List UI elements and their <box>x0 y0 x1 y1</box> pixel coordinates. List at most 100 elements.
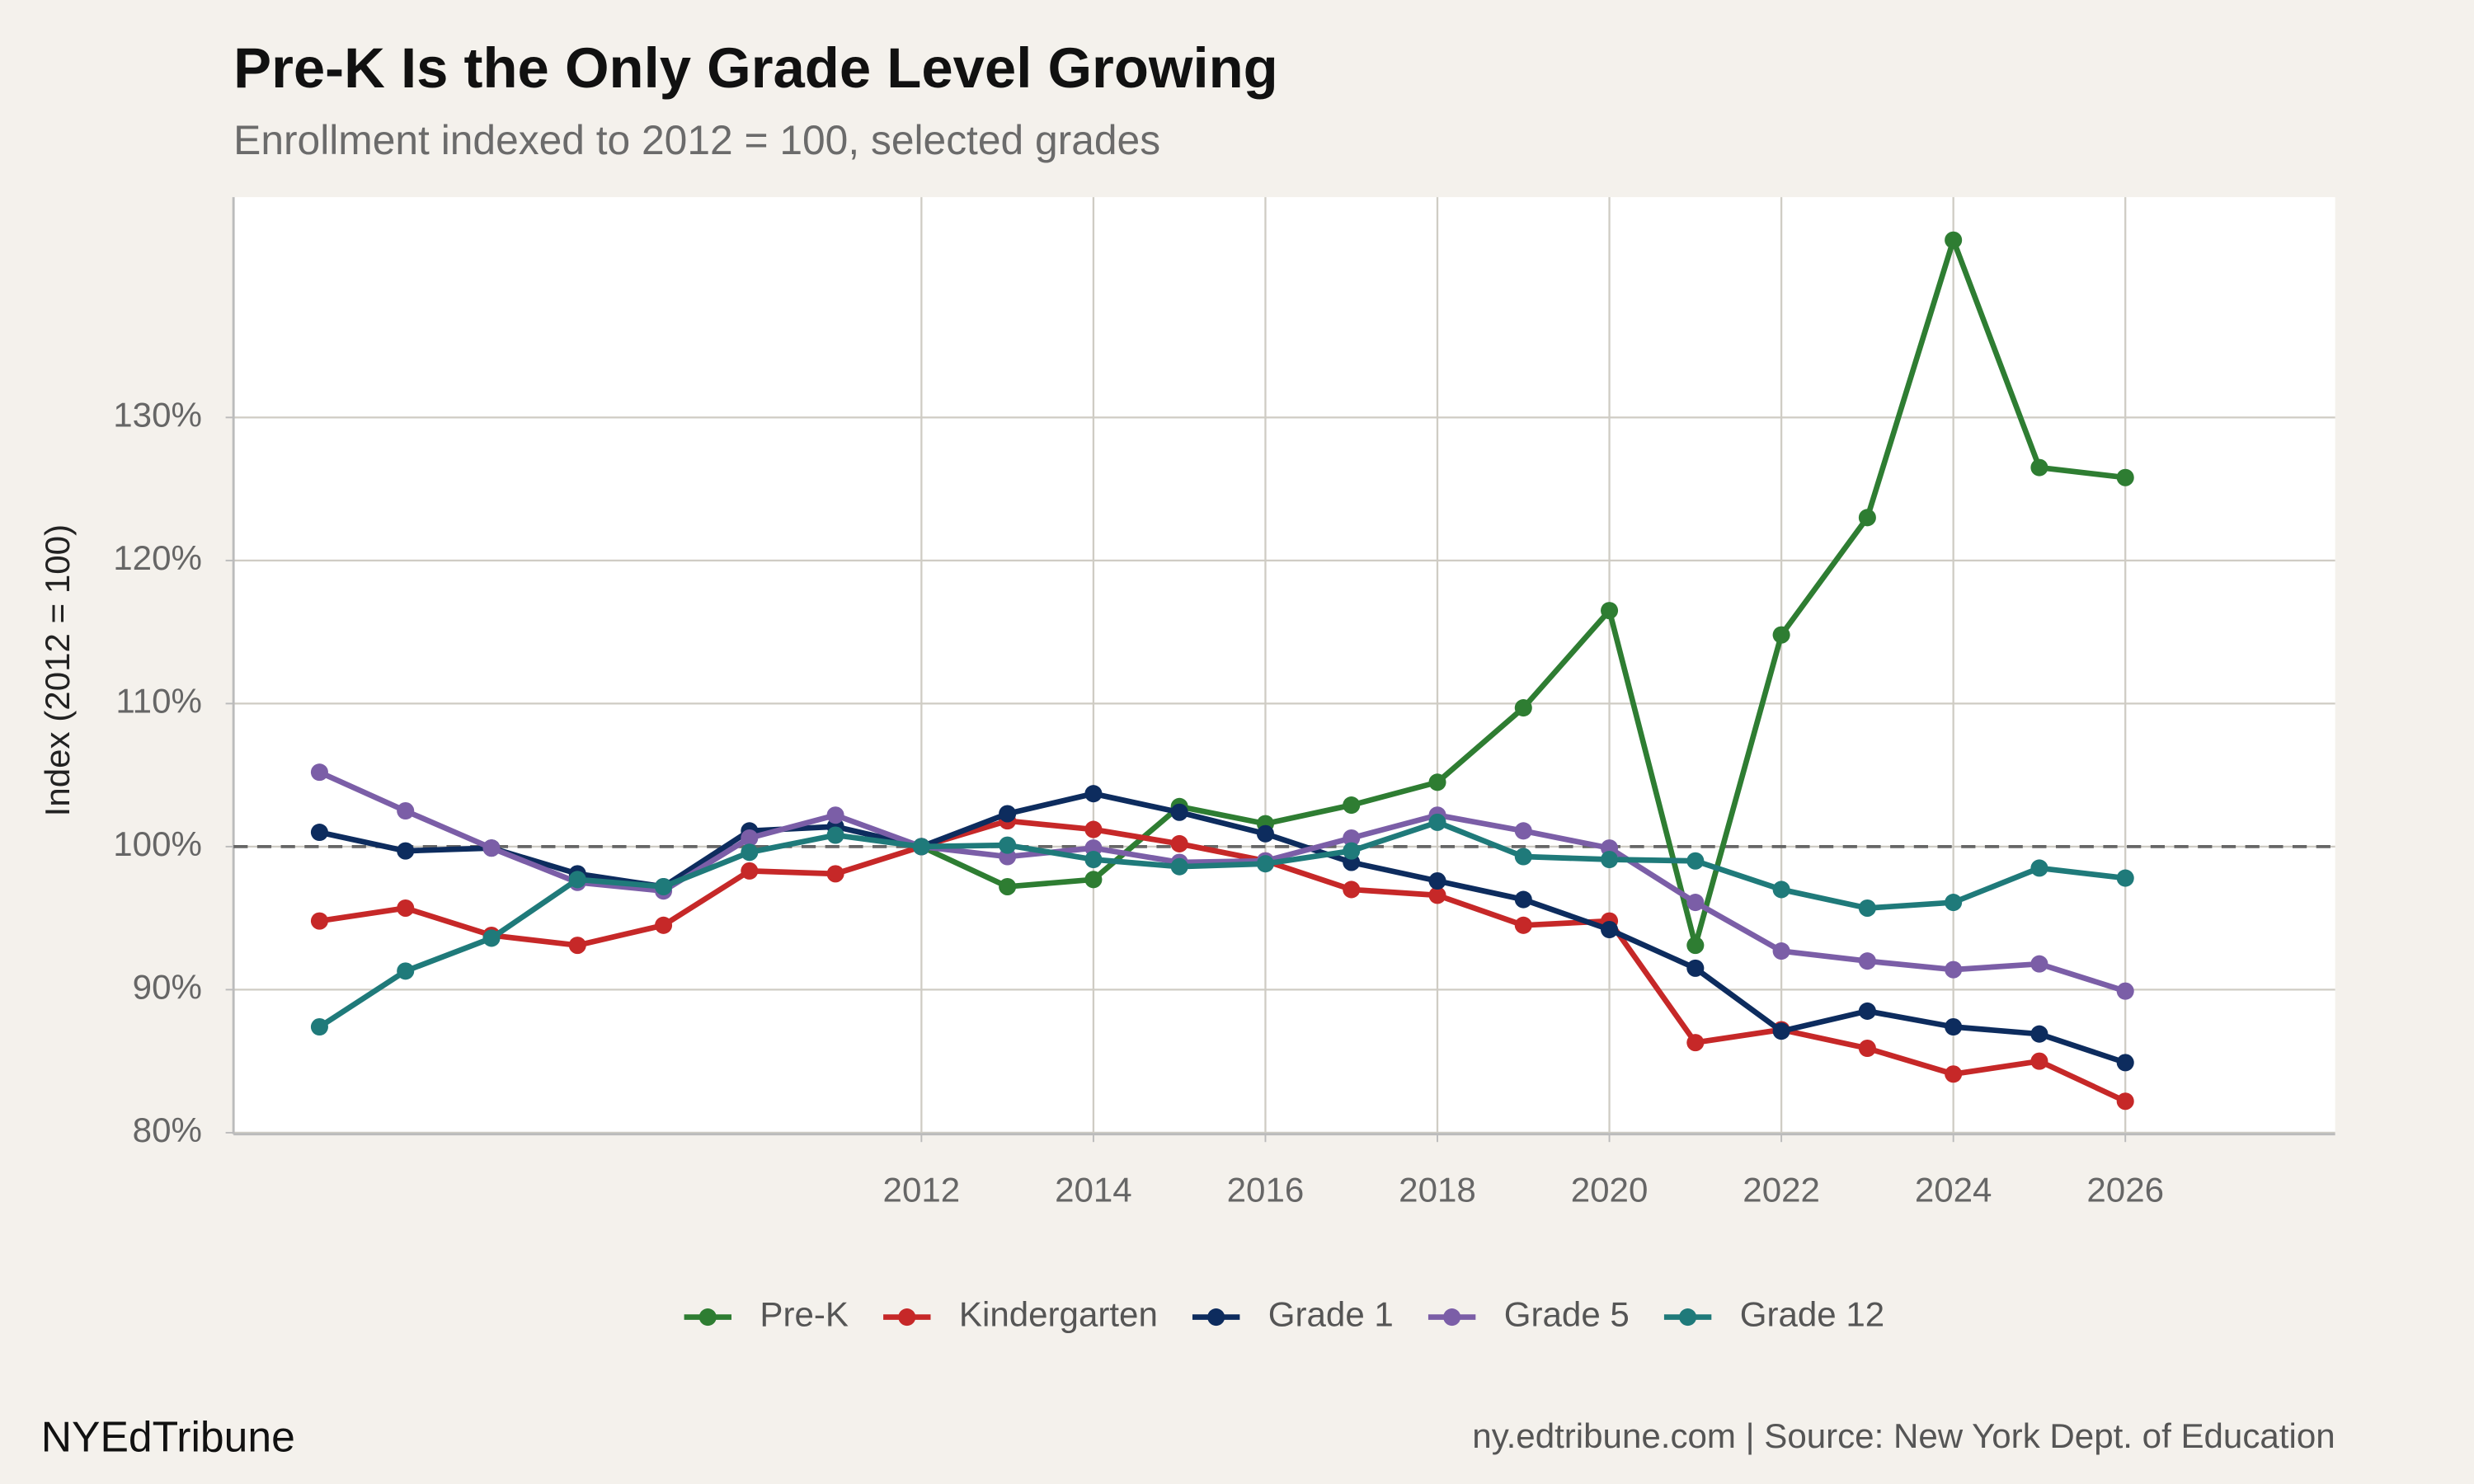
data-point <box>482 929 501 947</box>
data-point <box>568 937 586 955</box>
data-point <box>741 843 759 862</box>
legend-item: Grade 12 <box>1663 1295 1884 1334</box>
data-point <box>310 824 328 842</box>
series-line <box>318 769 2127 994</box>
data-point <box>1343 881 1361 899</box>
data-point <box>2116 468 2134 486</box>
y-tick-label: 80% <box>133 1111 202 1149</box>
data-point <box>2030 1052 2048 1070</box>
x-tick-label: 2018 <box>1399 1171 1476 1209</box>
legend-label: Pre-K <box>760 1295 849 1334</box>
data-point <box>655 916 673 934</box>
data-point <box>1514 890 1532 909</box>
data-point <box>1945 231 1963 249</box>
series-line <box>318 818 2127 1104</box>
data-point <box>2030 859 2048 877</box>
data-point <box>2030 458 2048 477</box>
legend-item: Pre-K <box>684 1295 849 1334</box>
data-point <box>1343 842 1361 860</box>
legend-label: Grade 5 <box>1504 1295 1630 1334</box>
data-point <box>568 871 586 889</box>
data-point <box>1945 1017 1963 1036</box>
data-point <box>1428 813 1446 831</box>
data-point <box>1343 829 1361 847</box>
legend-label: Grade 12 <box>1740 1295 1884 1334</box>
legend-marker <box>1679 1308 1697 1327</box>
data-point <box>1686 959 1705 977</box>
data-point <box>655 877 673 895</box>
source: ny.edtribune.com | Source: New York Dept… <box>1472 1416 2335 1455</box>
brand: NYEdTribune <box>41 1412 295 1460</box>
data-point <box>1170 834 1188 852</box>
data-point <box>397 842 415 860</box>
x-tick-label: 2022 <box>1743 1171 1820 1209</box>
y-axis-label: Index (2012 = 100) <box>38 524 77 816</box>
data-point <box>1084 820 1103 838</box>
data-point <box>1084 850 1103 869</box>
data-point <box>1428 886 1446 904</box>
series-line <box>317 819 2126 1030</box>
data-point <box>1514 699 1532 717</box>
data-point <box>826 806 844 824</box>
data-point <box>397 962 415 980</box>
y-tick-label: 110% <box>115 682 202 721</box>
data-point <box>1858 899 1876 918</box>
legend-marker <box>698 1308 717 1327</box>
data-point <box>2030 955 2048 973</box>
data-point <box>741 829 759 847</box>
data-point <box>1772 942 1790 960</box>
data-point <box>999 805 1017 823</box>
data-point <box>1858 1002 1876 1020</box>
data-point <box>1256 824 1274 843</box>
data-point <box>397 899 415 918</box>
x-tick-label: 2016 <box>1227 1171 1305 1209</box>
data-point <box>826 826 844 844</box>
data-point <box>1858 952 1876 970</box>
marks <box>310 231 2134 1111</box>
data-point <box>1170 803 1188 821</box>
data-point <box>2116 869 2134 887</box>
grid: 80% 90% 100% 110% 120% 130% 2012 2014 2016 2018 20… <box>113 197 2335 1209</box>
x-tick-label: 2026 <box>2086 1171 2164 1209</box>
data-point <box>482 839 501 857</box>
x-tick-label: 2020 <box>1571 1171 1649 1209</box>
data-point <box>1686 1034 1705 1052</box>
x-tick-label: 2014 <box>1055 1171 1132 1209</box>
data-point <box>1686 937 1705 955</box>
data-point <box>310 912 328 930</box>
data-point <box>2116 1092 2134 1111</box>
data-point <box>1601 850 1619 869</box>
data-point <box>1858 509 1876 527</box>
data-point <box>1428 773 1446 791</box>
data-point <box>912 838 930 856</box>
data-point <box>1428 872 1446 890</box>
data-point <box>1772 1022 1790 1040</box>
data-point <box>1343 796 1361 815</box>
legend-item: Grade 5 <box>1427 1295 1630 1334</box>
chart-subtitle: Enrollment indexed to 2012 = 100, select… <box>233 117 1160 163</box>
data-point <box>1772 881 1790 899</box>
y-tick-label: 100% <box>113 824 202 863</box>
data-point <box>1601 602 1619 620</box>
data-point <box>310 763 328 782</box>
plot-area <box>233 197 2335 1134</box>
legend-marker <box>1443 1308 1461 1327</box>
legend-label: Kindergarten <box>959 1295 1158 1334</box>
legend-marker <box>1207 1308 1225 1327</box>
data-point <box>1945 1065 1963 1083</box>
data-point <box>1514 822 1532 840</box>
data-point <box>1084 785 1103 803</box>
data-point <box>826 865 844 883</box>
data-point <box>1601 920 1619 939</box>
data-point <box>2030 1025 2048 1043</box>
chart-title: Pre-K Is the Only Grade Level Growing <box>233 36 1278 100</box>
data-point <box>1170 857 1188 876</box>
y-tick-label: 120% <box>113 538 202 577</box>
data-point <box>1084 871 1103 889</box>
data-point <box>2116 1054 2134 1072</box>
data-point <box>1514 848 1532 866</box>
legend: Pre-K Kindergarten Grade 1 Grade 5 Grade 12 <box>684 1295 1884 1334</box>
y-tick-label: 90% <box>133 968 202 1007</box>
data-point <box>1945 894 1963 912</box>
